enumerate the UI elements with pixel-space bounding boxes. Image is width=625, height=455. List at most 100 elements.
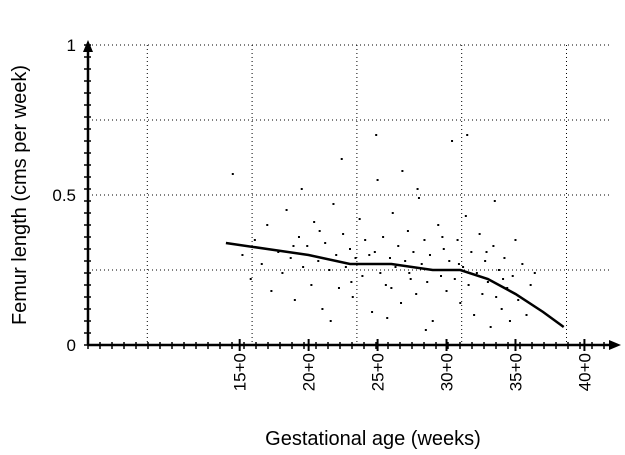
scatter-point [415,293,418,295]
scatter-point [376,179,379,181]
scatter-point [428,254,431,256]
scatter-point [484,260,487,262]
scatter-point [453,278,456,280]
scatter-point [350,281,353,283]
scatter-point [297,236,300,238]
scatter-point [441,236,444,238]
scatter-point [457,263,460,265]
scatter-point [354,257,357,259]
x-tick-marks [87,339,605,351]
scatter-point [266,224,269,226]
scatter-point [503,257,506,259]
x-tick-label: 15+0 [231,353,250,391]
scatter-point [456,239,459,241]
scatter-point [351,296,354,298]
scatter-point [500,308,503,310]
scatter-point [426,281,429,283]
scatter-points [231,134,536,331]
scatter-point [533,272,536,274]
scatter-point [293,299,296,301]
scatter-point [486,281,489,283]
scatter-point [417,197,420,199]
scatter-point [364,239,367,241]
scatter-point [285,209,288,211]
scatter-point [358,218,361,220]
scatter-point [442,248,445,250]
scatter-point [391,212,394,214]
scatter-point [416,188,419,190]
scatter-point [517,299,520,301]
scatter-point [397,245,400,247]
x-tick-label: 30+0 [438,353,457,391]
scatter-point [231,173,234,175]
scatter-point [379,272,382,274]
scatter-point [445,290,448,292]
scatter-point [424,329,427,331]
scatter-point [408,272,411,274]
scatter-point [328,269,331,271]
scatter-point [492,245,495,247]
scatter-point [270,290,273,292]
scatter-point [514,239,517,241]
scatter-point [371,311,374,313]
scatter-point [373,251,376,253]
scatter-point [400,302,403,304]
y-axis-arrow [83,40,93,52]
scatter-point [335,254,338,256]
scatter-point [302,266,305,268]
scatter-point [310,284,313,286]
trend-line [225,241,565,329]
scatter-point [324,242,327,244]
scatter-point [459,302,462,304]
scatter-point [404,260,407,262]
grid-lines [88,44,612,345]
scatter-point [511,275,514,277]
scatter-point [529,284,532,286]
scatter-point [332,203,335,205]
y-tick-label: 0 [67,336,76,355]
x-tick-label: 40+0 [575,353,594,391]
scatter-point [495,296,498,298]
scatter-point [448,260,451,262]
x-tick-label: 35+0 [506,353,525,391]
scatter-point [337,287,340,289]
scatter-point [388,257,391,259]
scatter-point [437,224,440,226]
scatter-point [321,308,324,310]
scatter-point [382,236,385,238]
scatter-point [497,269,500,271]
scatter-point [349,248,351,250]
scatter-point [462,266,465,268]
scatter-point [368,254,371,256]
scatter-point [475,272,478,274]
scatter-point [508,320,511,322]
scatter-point [340,158,343,160]
scatter-point [473,314,476,316]
scatter-point [406,230,409,232]
x-tick-label: 20+0 [300,353,319,391]
scatter-point [281,272,284,274]
scatter-point [409,278,412,280]
scatter-point [431,320,434,322]
y-tick-label: 0.5 [52,186,76,205]
scatter-point [506,287,509,289]
y-tick-marks [84,44,91,346]
scatter-point [466,134,469,136]
scatter-point [489,326,492,328]
scatter-point [344,266,347,268]
scatter-point [384,284,387,286]
scatter-point [525,314,528,316]
scatter-point [277,251,280,253]
scatter-point [478,233,481,235]
scatter-point [502,278,505,280]
scatter-point [394,266,397,268]
y-tick-label: 1 [67,36,76,55]
scatter-point [306,245,309,247]
scatter-point [493,200,496,202]
x-axis-title: Gestational age (weeks) [265,428,481,450]
scatter-point [292,245,295,247]
scatter-point [485,251,488,253]
scatter-point [313,221,316,223]
scatter-point [249,278,252,280]
scatter-point [451,140,454,142]
